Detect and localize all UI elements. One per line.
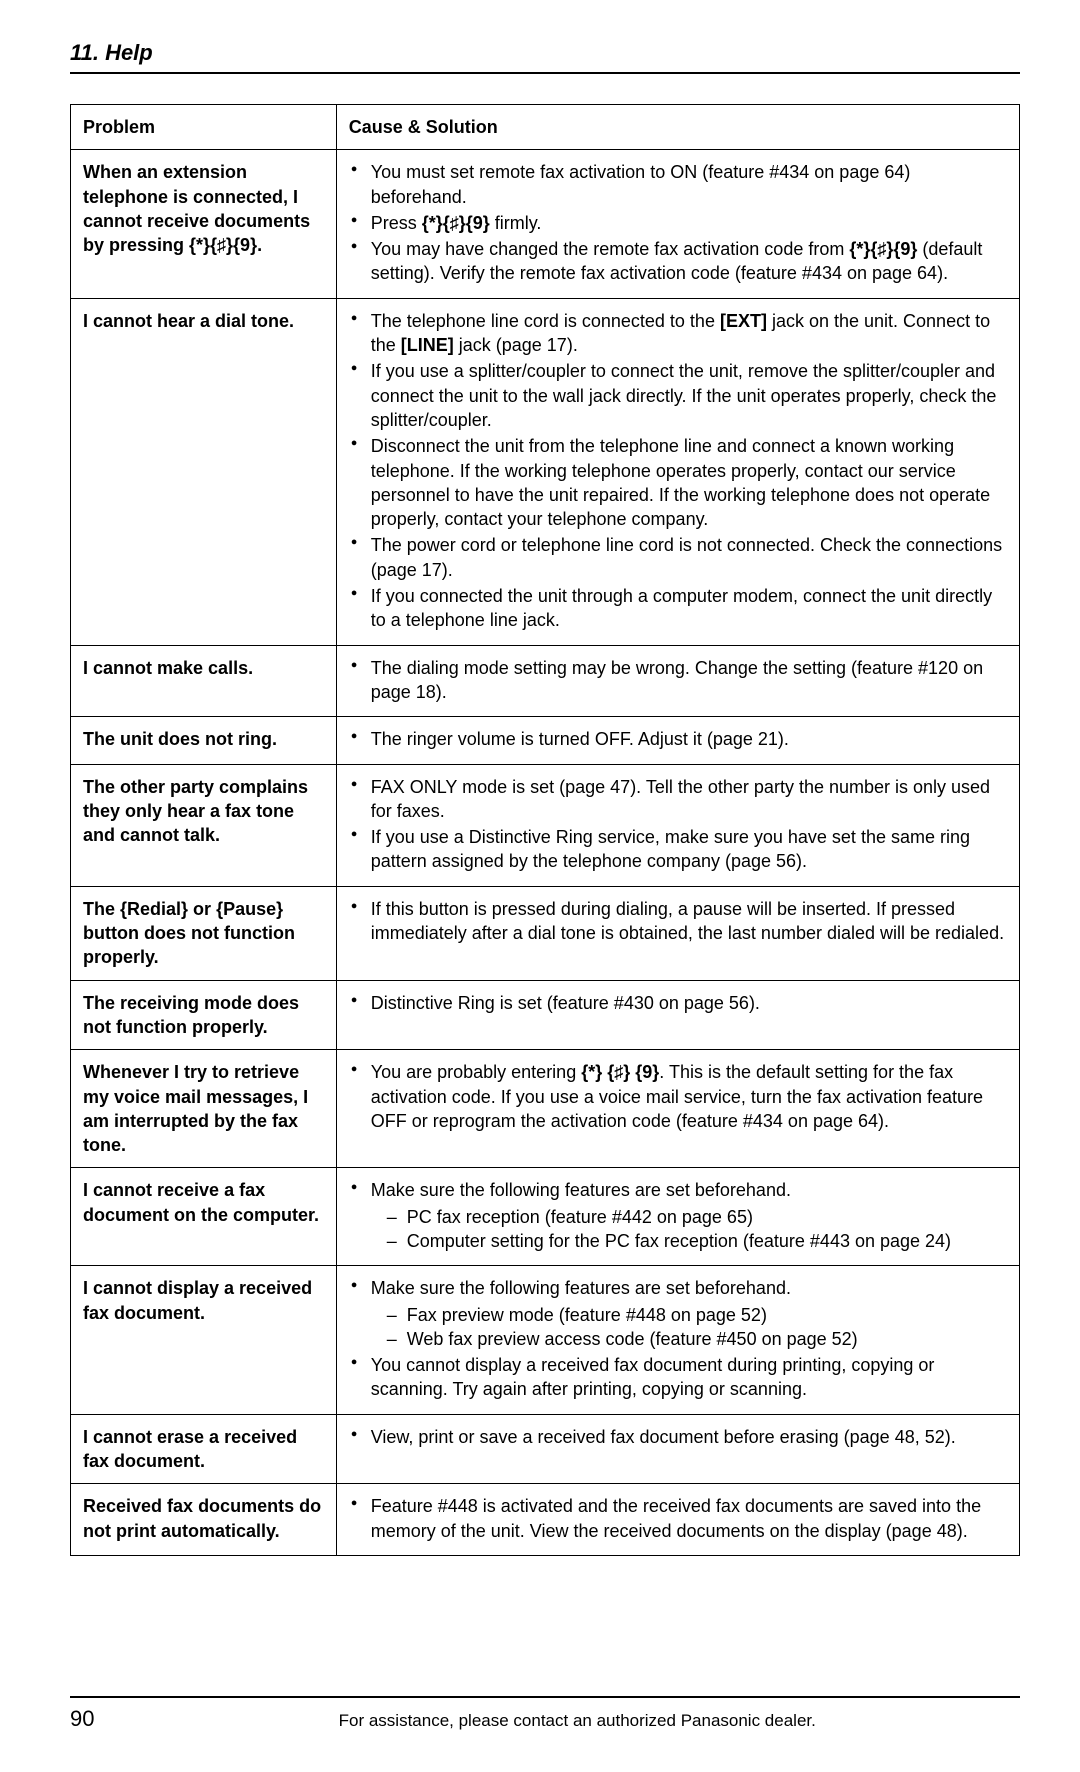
table-body: When an extension telephone is connected… — [71, 150, 1020, 1556]
col-header-solution: Cause & Solution — [336, 105, 1019, 150]
solution-cell: The telephone line cord is connected to … — [336, 298, 1019, 645]
problem-cell: I cannot make calls. — [71, 645, 337, 717]
page-footer: 90 For assistance, please contact an aut… — [70, 1696, 1020, 1732]
table-row: Whenever I try to retrieve my voice mail… — [71, 1050, 1020, 1168]
table-row: I cannot display a received fax document… — [71, 1266, 1020, 1414]
table-row: I cannot hear a dial tone.The telephone … — [71, 298, 1020, 645]
table-row: The {Redial} or {Pause} button does not … — [71, 886, 1020, 980]
table-row: The unit does not ring.The ringer volume… — [71, 717, 1020, 764]
problem-cell: The unit does not ring. — [71, 717, 337, 764]
solution-cell: Make sure the following features are set… — [336, 1168, 1019, 1266]
problem-cell: I cannot receive a fax document on the c… — [71, 1168, 337, 1266]
solution-cell: You must set remote fax activation to ON… — [336, 150, 1019, 298]
problem-cell: The {Redial} or {Pause} button does not … — [71, 886, 337, 980]
problem-cell: Received fax documents do not print auto… — [71, 1484, 337, 1556]
table-header-row: Problem Cause & Solution — [71, 105, 1020, 150]
solution-cell: You are probably entering {*} {♯} {9}. T… — [336, 1050, 1019, 1168]
solution-cell: View, print or save a received fax docum… — [336, 1414, 1019, 1484]
solution-cell: Make sure the following features are set… — [336, 1266, 1019, 1414]
table-row: I cannot receive a fax document on the c… — [71, 1168, 1020, 1266]
problem-cell: The other party complains they only hear… — [71, 764, 337, 886]
problem-cell: When an extension telephone is connected… — [71, 150, 337, 298]
problem-cell: I cannot hear a dial tone. — [71, 298, 337, 645]
table-row: I cannot erase a received fax document.V… — [71, 1414, 1020, 1484]
problem-cell: I cannot display a received fax document… — [71, 1266, 337, 1414]
solution-cell: Distinctive Ring is set (feature #430 on… — [336, 980, 1019, 1050]
header-rule — [70, 72, 1020, 74]
table-row: When an extension telephone is connected… — [71, 150, 1020, 298]
table-row: The receiving mode does not function pro… — [71, 980, 1020, 1050]
solution-cell: Feature #448 is activated and the receiv… — [336, 1484, 1019, 1556]
footer-text: For assistance, please contact an author… — [134, 1711, 1020, 1731]
solution-cell: If this button is pressed during dialing… — [336, 886, 1019, 980]
page-number: 90 — [70, 1706, 94, 1732]
col-header-problem: Problem — [71, 105, 337, 150]
table-row: I cannot make calls.The dialing mode set… — [71, 645, 1020, 717]
problem-cell: The receiving mode does not function pro… — [71, 980, 337, 1050]
problem-cell: I cannot erase a received fax document. — [71, 1414, 337, 1484]
table-row: Received fax documents do not print auto… — [71, 1484, 1020, 1556]
troubleshooting-table: Problem Cause & Solution When an extensi… — [70, 104, 1020, 1556]
page-container: 11. Help Problem Cause & Solution When a… — [0, 0, 1080, 1772]
section-title: 11. Help — [70, 40, 1020, 66]
table-row: The other party complains they only hear… — [71, 764, 1020, 886]
problem-cell: Whenever I try to retrieve my voice mail… — [71, 1050, 337, 1168]
solution-cell: FAX ONLY mode is set (page 47). Tell the… — [336, 764, 1019, 886]
solution-cell: The ringer volume is turned OFF. Adjust … — [336, 717, 1019, 764]
solution-cell: The dialing mode setting may be wrong. C… — [336, 645, 1019, 717]
